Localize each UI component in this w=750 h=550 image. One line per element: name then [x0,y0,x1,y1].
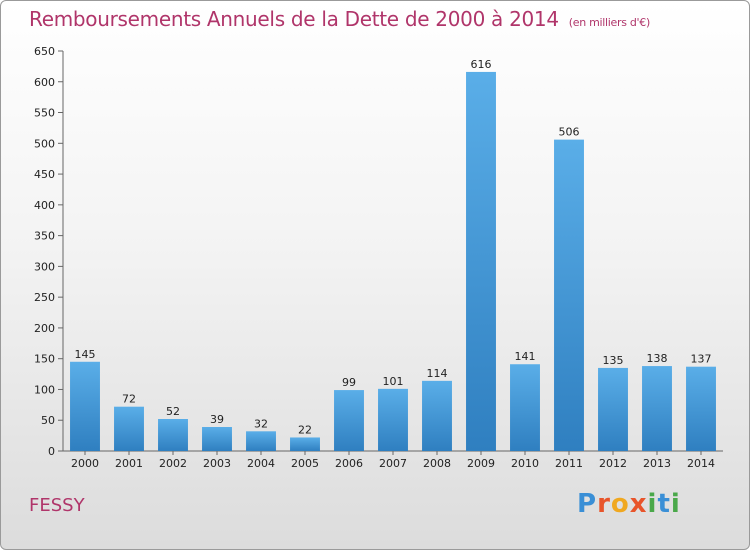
x-tick-label-2013: 2013 [643,457,671,470]
bar-2009 [466,71,496,451]
bar-2005 [290,437,320,451]
data-label-2006: 99 [342,376,356,389]
bar-2012 [598,367,628,451]
data-label-2012: 135 [603,354,624,367]
x-tick-label-2005: 2005 [291,457,319,470]
y-tick-label: 150 [34,353,55,366]
x-tick-label-2010: 2010 [511,457,539,470]
y-tick-label: 250 [34,291,55,304]
y-tick-label: 650 [34,45,55,58]
data-label-2002: 52 [166,405,180,418]
y-tick-label: 400 [34,199,55,212]
x-tick-label-2003: 2003 [203,457,231,470]
logo-letter: o [610,489,630,519]
logo-letter: x [629,489,648,519]
data-label-2010: 141 [515,350,536,363]
bar-2004 [246,431,276,451]
bar-2007 [378,388,408,451]
x-tick-label-2000: 2000 [71,457,99,470]
commune-name: FESSY [29,495,85,516]
bar-2003 [202,427,232,451]
y-tick-label: 450 [34,168,55,181]
x-tick-label-2004: 2004 [247,457,275,470]
bar-2002 [158,419,188,451]
proxiti-logo: Proxiti [577,489,681,519]
data-label-2013: 138 [647,352,668,365]
bar-2010 [510,364,540,451]
data-label-2008: 114 [427,367,448,380]
x-tick-label-2001: 2001 [115,457,143,470]
chart-title-text: Remboursements Annuels de la Dette de 20… [29,7,559,31]
data-label-2009: 616 [471,58,492,71]
bar-2000 [70,361,100,451]
data-label-2014: 137 [691,353,712,366]
x-tick-label-2014: 2014 [687,457,715,470]
y-tick-label: 100 [34,383,55,396]
data-label-2003: 39 [210,413,224,426]
x-tick-label-2006: 2006 [335,457,363,470]
data-label-2007: 101 [383,375,404,388]
bar-2008 [422,380,452,451]
data-label-2005: 22 [298,423,312,436]
x-tick-label-2012: 2012 [599,457,627,470]
bar-2011 [554,139,584,451]
chart-unit: (en milliers d'€) [568,16,650,29]
y-tick-label: 600 [34,76,55,89]
y-tick-label: 350 [34,230,55,243]
data-label-2011: 506 [559,126,580,139]
data-label-2004: 32 [254,417,268,430]
x-tick-label-2011: 2011 [555,457,583,470]
data-label-2000: 145 [75,348,96,361]
x-tick-label-2007: 2007 [379,457,407,470]
bar-2013 [642,366,672,451]
x-tick-label-2008: 2008 [423,457,451,470]
bar-2001 [114,406,144,451]
y-tick-label: 550 [34,107,55,120]
y-tick-label: 200 [34,322,55,335]
y-tick-label: 0 [48,445,55,458]
logo-letter: i [647,489,658,519]
y-tick-label: 50 [41,414,55,427]
logo-letter: r [597,489,611,519]
logo-letter: t [657,489,671,519]
data-label-2001: 72 [122,393,136,406]
y-tick-label: 500 [34,137,55,150]
bar-2006 [334,390,364,451]
logo-letter: i [670,489,681,519]
chart-title: Remboursements Annuels de la Dette de 20… [29,7,650,31]
x-tick-label-2009: 2009 [467,457,495,470]
bar-2014 [686,366,716,451]
y-tick-label: 300 [34,260,55,273]
logo-letter: P [577,489,598,519]
x-tick-label-2002: 2002 [159,457,187,470]
